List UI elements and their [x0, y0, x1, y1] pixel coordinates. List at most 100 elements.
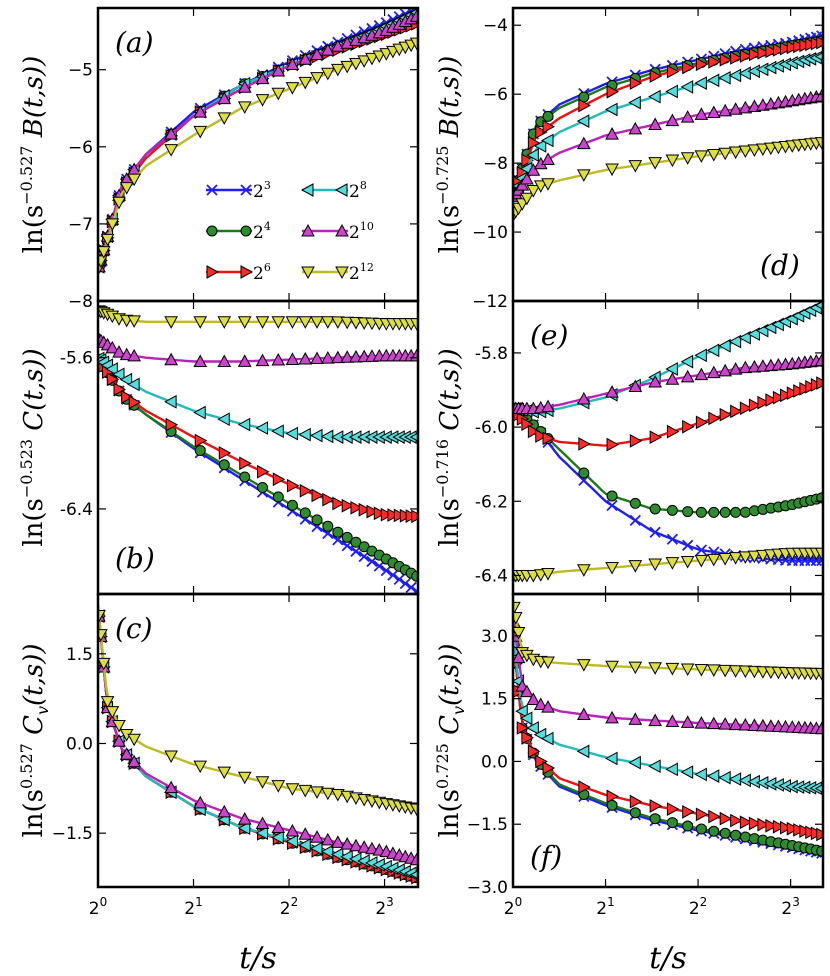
data-point	[718, 338, 731, 353]
data-point	[298, 784, 313, 798]
data-point	[255, 353, 270, 367]
y-axis-label: ln(s−0.523 C(t,s))	[17, 348, 49, 546]
data-point	[706, 148, 721, 162]
data-point	[728, 665, 743, 678]
data-point	[332, 526, 344, 538]
data-point	[105, 706, 120, 719]
data-point	[706, 343, 720, 358]
data-point	[772, 819, 786, 834]
data-point	[708, 55, 721, 69]
data-point	[255, 421, 269, 435]
y-tick-label: -6.4	[60, 500, 93, 520]
data-point	[298, 351, 313, 365]
data-point	[272, 472, 286, 487]
data-point	[341, 531, 353, 543]
data-point	[765, 44, 778, 59]
data-point	[540, 133, 554, 148]
data-point	[606, 789, 620, 804]
data-point	[285, 82, 300, 95]
data-point	[665, 84, 678, 99]
data-point	[239, 456, 252, 471]
legend-label: 210	[349, 220, 374, 243]
data-point	[606, 437, 620, 452]
data-point	[628, 379, 643, 393]
data-point	[730, 506, 742, 518]
data-point	[521, 153, 534, 168]
data-point	[680, 152, 695, 165]
data-point	[694, 716, 709, 729]
data-point	[747, 144, 762, 157]
x-tick-label: 23	[781, 895, 799, 919]
data-point	[217, 91, 232, 105]
data-point	[718, 717, 733, 730]
data-point	[757, 817, 770, 832]
data-point	[628, 121, 643, 135]
legend-marker	[240, 184, 252, 196]
plot-area	[513, 301, 823, 583]
data-point	[814, 721, 823, 735]
data-point	[285, 57, 300, 70]
data-point	[527, 136, 541, 150]
data-point	[112, 345, 126, 358]
data-point	[515, 178, 530, 191]
data-point	[193, 125, 208, 139]
data-point	[105, 218, 120, 231]
data-point	[706, 73, 720, 88]
data-point	[680, 369, 695, 383]
data-point	[728, 717, 743, 731]
x-tick-label: 21	[596, 895, 614, 919]
data-point	[628, 661, 643, 675]
data-point	[706, 553, 721, 567]
data-point	[409, 852, 418, 866]
data-point	[728, 772, 742, 786]
data-point	[680, 715, 695, 728]
data-point	[665, 113, 680, 127]
data-point	[350, 536, 362, 548]
data-point	[738, 718, 753, 731]
data-point	[121, 390, 134, 404]
data-point	[629, 76, 643, 90]
data-point	[628, 95, 641, 110]
data-point	[665, 557, 680, 570]
data-point	[330, 847, 344, 862]
data-point	[541, 656, 555, 670]
data-point	[237, 812, 252, 825]
data-point	[748, 47, 762, 62]
data-point	[694, 554, 709, 568]
data-point	[694, 767, 707, 782]
data-point	[255, 71, 270, 85]
data-point	[628, 560, 643, 573]
data-point	[299, 507, 311, 519]
legend-label: 24	[253, 220, 271, 243]
data-point	[738, 330, 751, 345]
legend-marker	[300, 183, 314, 197]
data-point	[648, 375, 662, 388]
data-point	[310, 72, 324, 85]
data-point	[694, 107, 709, 120]
series-line	[513, 407, 823, 514]
data-point	[217, 804, 232, 818]
data-point	[98, 246, 111, 259]
data-point	[728, 552, 743, 565]
data-point	[793, 39, 806, 54]
legend-marker	[206, 225, 218, 237]
data-point	[682, 506, 694, 518]
data-point	[271, 820, 286, 834]
panel-e: -6.4 -6.2 -6.0 -5.8 (e) ln(s−0.716 C(t,s))	[433, 299, 825, 596]
data-point	[738, 665, 753, 679]
data-point	[271, 830, 284, 845]
data-point	[322, 492, 335, 507]
data-point	[286, 478, 300, 493]
data-point	[648, 759, 661, 774]
data-point	[814, 353, 823, 366]
data-point	[298, 76, 313, 90]
data-point	[387, 508, 400, 522]
data-point	[127, 754, 141, 768]
data-point	[718, 552, 733, 566]
data-point	[605, 127, 619, 140]
data-point	[786, 386, 800, 400]
data-point	[310, 786, 324, 799]
data-point	[665, 762, 678, 777]
legend-entry-2-4: 24	[206, 220, 271, 243]
data-point	[706, 365, 721, 379]
